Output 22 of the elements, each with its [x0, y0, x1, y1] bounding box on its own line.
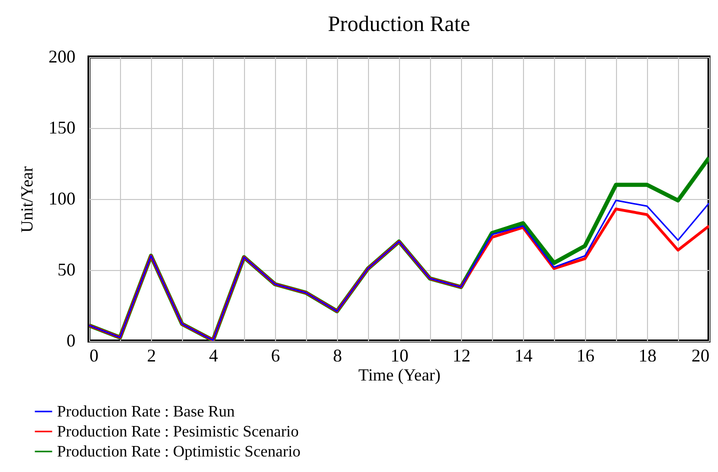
x-tick-label: 16 — [576, 346, 594, 366]
x-tick-label: 20 — [692, 346, 710, 366]
legend-label: Production Rate : Optimistic Scenario — [57, 444, 301, 460]
y-axis-title: Unit/Year — [18, 166, 36, 233]
x-tick-label: 2 — [147, 346, 156, 366]
x-axis-title: Time (Year) — [358, 366, 441, 384]
x-tick-label: 14 — [514, 346, 532, 366]
y-tick-label: 50 — [58, 260, 76, 280]
x-tick-label: 10 — [390, 346, 408, 366]
x-tick-label: 6 — [271, 346, 280, 366]
x-tick-label: 4 — [209, 346, 218, 366]
legend-label: Production Rate : Base Run — [57, 404, 235, 420]
x-tick-label: 8 — [333, 346, 342, 366]
x-tick-label: 18 — [638, 346, 656, 366]
y-tick-label: 150 — [48, 118, 76, 138]
y-tick-label: 0 — [66, 330, 76, 350]
legend-label: Production Rate : Pesimistic Scenario — [57, 424, 299, 440]
y-tick-label: 200 — [48, 46, 76, 66]
chart-title: Production Rate — [328, 11, 470, 36]
x-tick-label: 0 — [90, 346, 98, 366]
y-tick-label: 100 — [48, 188, 76, 208]
x-tick-label: 12 — [452, 346, 470, 366]
